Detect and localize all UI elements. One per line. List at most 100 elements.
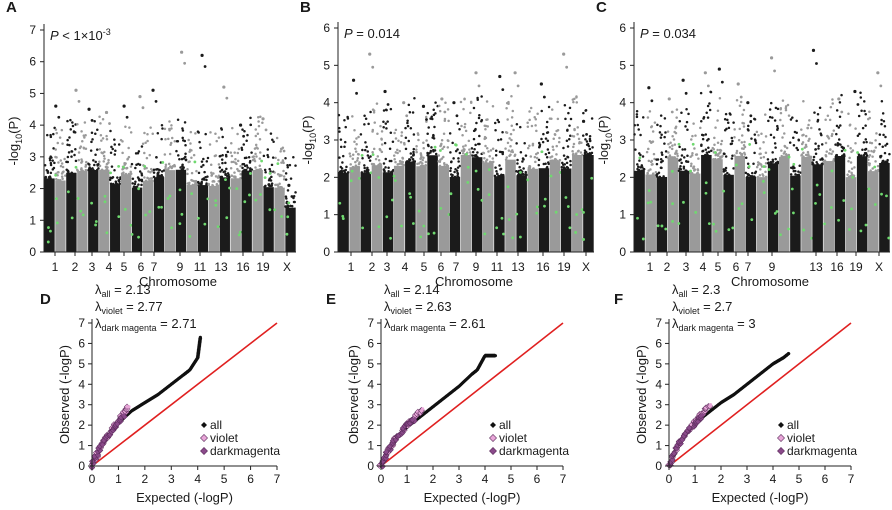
snp-point (753, 133, 757, 136)
snp-point (224, 146, 227, 150)
top-hit-point (355, 91, 358, 95)
snp-point (501, 130, 504, 134)
snp-point (78, 146, 82, 150)
snp-point (430, 115, 434, 118)
snp-point (861, 126, 865, 130)
panel-letter: D (40, 291, 51, 308)
snp-point (660, 153, 664, 156)
x-tick-label: 7 (560, 472, 567, 486)
snp-point (281, 159, 285, 162)
snp-point (292, 194, 296, 198)
snp-point (182, 139, 185, 142)
snp-point (60, 128, 64, 132)
snp-point (859, 91, 862, 94)
snp-point (380, 130, 384, 133)
snp-point (164, 165, 167, 169)
snp-point (546, 131, 550, 134)
qq-point (787, 352, 791, 356)
snp-point (258, 151, 262, 154)
chromosome-band (382, 172, 394, 252)
snp-point (880, 122, 883, 126)
snp-point (394, 128, 398, 132)
snp-point (168, 120, 171, 123)
snp-point (755, 165, 759, 169)
snp-point (880, 99, 884, 103)
snp-point (674, 152, 677, 155)
snp-point (771, 158, 775, 162)
snp-point (263, 185, 266, 189)
snp-point (417, 138, 420, 142)
snp-point (70, 150, 73, 153)
highlight-snp-point (361, 226, 365, 230)
snp-point (820, 162, 824, 166)
snp-point (880, 118, 883, 122)
snp-point (214, 132, 217, 136)
highlight-snp-point (90, 201, 94, 205)
snp-point (674, 131, 678, 135)
highlight-snp-point (239, 230, 242, 234)
snp-point (567, 137, 571, 141)
snp-point (56, 141, 60, 145)
snp-point (760, 132, 763, 136)
snp-point (462, 107, 465, 111)
snp-point (236, 151, 240, 155)
snp-point (149, 170, 152, 174)
highlight-snp-point (842, 199, 846, 202)
snp-point (735, 149, 739, 153)
snp-point (134, 152, 138, 155)
chromosome-band (77, 170, 88, 252)
snp-point (572, 145, 575, 149)
snp-point (408, 111, 412, 114)
snp-point (484, 161, 488, 164)
chromosome-label: 3 (683, 260, 690, 274)
x-tick-label: 6 (822, 472, 829, 486)
chromosome-band (131, 187, 143, 252)
highlight-snp-point (235, 187, 239, 191)
snp-point (714, 157, 717, 161)
snp-point (705, 151, 709, 154)
snp-point (483, 135, 487, 139)
legend-label: darkmagenta (499, 444, 569, 458)
snp-point (812, 158, 815, 162)
top-hit-point (667, 97, 671, 101)
snp-point (399, 140, 403, 144)
lambda-annotation: λviolet = 2.7 (672, 299, 732, 316)
snp-point (416, 162, 419, 166)
snp-point (189, 130, 193, 134)
snp-point (343, 118, 346, 122)
snp-point (534, 118, 538, 121)
snp-point (232, 160, 235, 164)
snp-point (700, 119, 703, 123)
snp-point (507, 102, 510, 106)
legend-marker (489, 434, 497, 442)
snp-point (351, 157, 355, 160)
snp-point (113, 143, 116, 146)
snp-point (706, 116, 710, 119)
snp-point (442, 145, 446, 149)
chromosome-label: 5 (715, 260, 722, 274)
highlight-snp-point (341, 217, 345, 220)
highlight-snp-point (500, 216, 504, 220)
highlight-snp-point (873, 165, 877, 169)
snp-point (203, 170, 206, 174)
top-hit-point (647, 86, 651, 90)
snp-point (544, 153, 548, 156)
snp-point (282, 177, 286, 181)
snp-point (497, 120, 501, 124)
snp-point (221, 153, 224, 157)
chromosome-label: 2 (369, 260, 376, 274)
snp-point (730, 142, 734, 145)
snp-point (566, 155, 570, 159)
snp-point (422, 141, 425, 145)
snp-point (343, 145, 346, 148)
snp-point (463, 125, 466, 129)
snp-point (671, 144, 674, 147)
snp-point (221, 135, 224, 139)
snp-point (383, 141, 387, 145)
top-hit-point (122, 104, 126, 108)
snp-point (292, 155, 295, 159)
highlight-snp-point (487, 193, 491, 197)
snp-point (216, 184, 220, 187)
snp-point (699, 91, 703, 95)
chromosome-band (823, 161, 835, 252)
